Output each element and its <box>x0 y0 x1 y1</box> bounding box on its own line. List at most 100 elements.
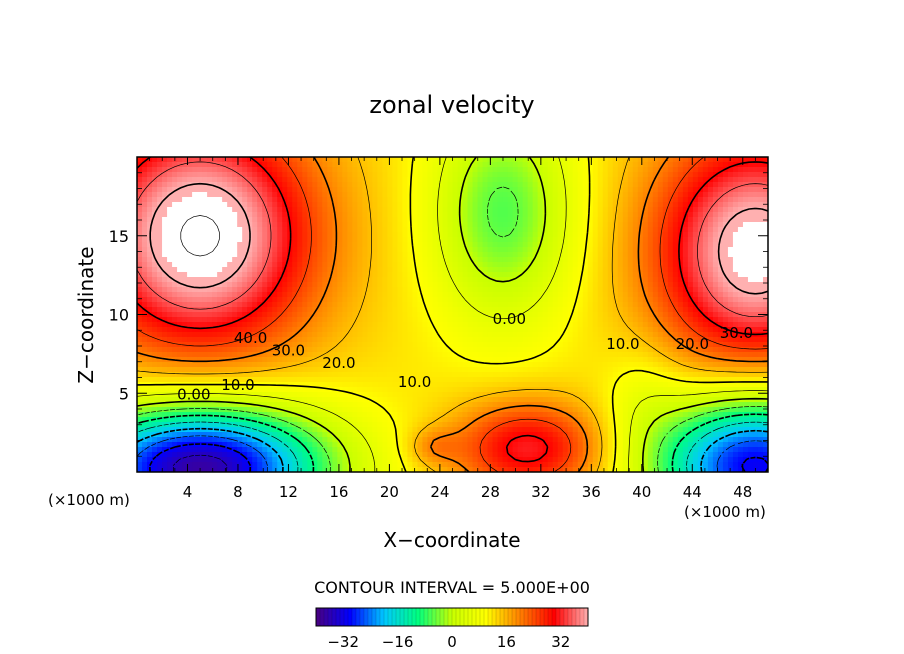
field-cell-4558 <box>247 337 253 343</box>
field-cell-1256 <box>747 202 754 208</box>
field-cell-2725 <box>532 262 539 268</box>
field-cell-4618 <box>547 337 554 343</box>
field-cell-966 <box>557 192 564 198</box>
field-cell-4743 <box>542 342 549 348</box>
field-cell-2751 <box>662 262 669 268</box>
field-cell-4180 <box>247 322 253 328</box>
field-cell-1519 <box>172 217 178 223</box>
field-cell-3135 <box>692 277 699 283</box>
field-cell-536 <box>297 177 303 183</box>
field-cell-4048 <box>217 317 223 323</box>
field-cell-1570 <box>427 217 434 223</box>
field-cell-1662 <box>257 222 263 228</box>
field-cell-4918 <box>157 352 163 358</box>
field-cell-896 <box>207 192 213 198</box>
field-cell-1462 <box>517 212 524 218</box>
field-cell-2266 <box>757 242 764 248</box>
field-cell-2648 <box>147 262 153 268</box>
field-cell-3541 <box>202 297 208 303</box>
field-cell-1707 <box>482 222 489 228</box>
field-cell-115 <box>712 157 719 163</box>
field-cell-51 <box>392 157 399 163</box>
field-cell-811 <box>412 187 419 193</box>
field-cell-1516 <box>157 217 163 223</box>
field-cell-4872 <box>557 347 564 353</box>
field-cell-1922 <box>297 232 303 238</box>
field-cell-1863 <box>632 227 639 233</box>
field-cell-88 <box>577 157 584 163</box>
field-cell-2784 <box>197 267 203 273</box>
field-cell-4885 <box>622 347 629 353</box>
field-cell-4557 <box>242 337 248 343</box>
field-cell-4065 <box>302 317 308 323</box>
field-cell-3899 <box>732 307 739 313</box>
field-cell-4576 <box>337 337 343 343</box>
field-cell-4291 <box>172 327 178 333</box>
field-cell-3883 <box>652 307 659 313</box>
field-cell-3290 <box>207 287 213 293</box>
field-cell-1710 <box>497 222 504 228</box>
field-cell-1500 <box>707 212 714 218</box>
field-cell-4213 <box>412 322 419 328</box>
field-cell-2749 <box>652 262 659 268</box>
field-cell-3727 <box>502 302 509 308</box>
field-cell-3424 <box>247 292 253 298</box>
field-cell-4380 <box>617 327 624 333</box>
field-cell-1835 <box>492 227 499 233</box>
field-cell-1135 <box>142 202 148 208</box>
field-cell-1770 <box>167 227 173 233</box>
field-cell-1968 <box>527 232 534 238</box>
field-cell-96 <box>617 157 624 163</box>
field-cell-2776 <box>157 267 163 273</box>
field-cell-622 <box>727 177 734 183</box>
field-cell-3892 <box>697 307 704 313</box>
field-cell-4423 <box>202 332 208 338</box>
field-cell-4205 <box>372 322 378 328</box>
field-cell-1437 <box>392 212 399 218</box>
field-cell-869 <box>702 187 709 193</box>
field-cell-2043 <box>272 237 278 243</box>
field-cell-947 <box>462 192 469 198</box>
field-cell-3956 <box>387 312 394 318</box>
field-cell-472 <box>607 172 614 178</box>
field-cell-889 <box>172 192 178 198</box>
field-cell-3280 <box>157 287 163 293</box>
field-cell-2949 <box>392 272 399 278</box>
field-cell-4823 <box>312 347 318 353</box>
field-cell-3568 <box>337 297 343 303</box>
field-cell-4308 <box>257 327 263 333</box>
field-cell-2677 <box>292 262 298 268</box>
field-cell-4901 <box>702 347 709 353</box>
field-cell-2604 <box>557 257 564 263</box>
field-cell-2955 <box>422 272 429 278</box>
field-cell-1691 <box>402 222 409 228</box>
field-cell-3597 <box>482 297 489 303</box>
field-cell-693 <box>452 182 459 188</box>
field-cell-4150 <box>727 317 734 323</box>
field-cell-540 <box>317 177 323 183</box>
field-cell-3556 <box>277 297 283 303</box>
field-cell-4004 <box>627 312 634 318</box>
field-cell-588 <box>557 177 564 183</box>
field-cell-2729 <box>552 262 559 268</box>
field-cell-67 <box>472 157 479 163</box>
field-cell-658 <box>277 182 283 188</box>
field-cell-4722 <box>437 342 444 348</box>
field-cell-735 <box>662 182 669 188</box>
field-cell-1173 <box>332 202 338 208</box>
field-cell-4321 <box>322 327 328 333</box>
field-cell-2773 <box>142 267 148 273</box>
field-cell-1257 <box>752 202 759 208</box>
field-cell-1824 <box>437 227 444 233</box>
field-cell-284 <box>297 167 303 173</box>
field-cell-1366 <box>667 207 674 213</box>
field-cell-903 <box>242 192 248 198</box>
field-cell-2341 <box>502 247 509 253</box>
field-cell-164 <box>327 162 333 168</box>
field-cell-1026 <box>227 197 233 203</box>
field-cell-3989 <box>552 312 559 318</box>
field-cell-4286 <box>147 327 153 333</box>
field-cell-4352 <box>477 327 484 333</box>
field-cell-3598 <box>487 297 494 303</box>
field-cell-1049 <box>342 197 348 203</box>
